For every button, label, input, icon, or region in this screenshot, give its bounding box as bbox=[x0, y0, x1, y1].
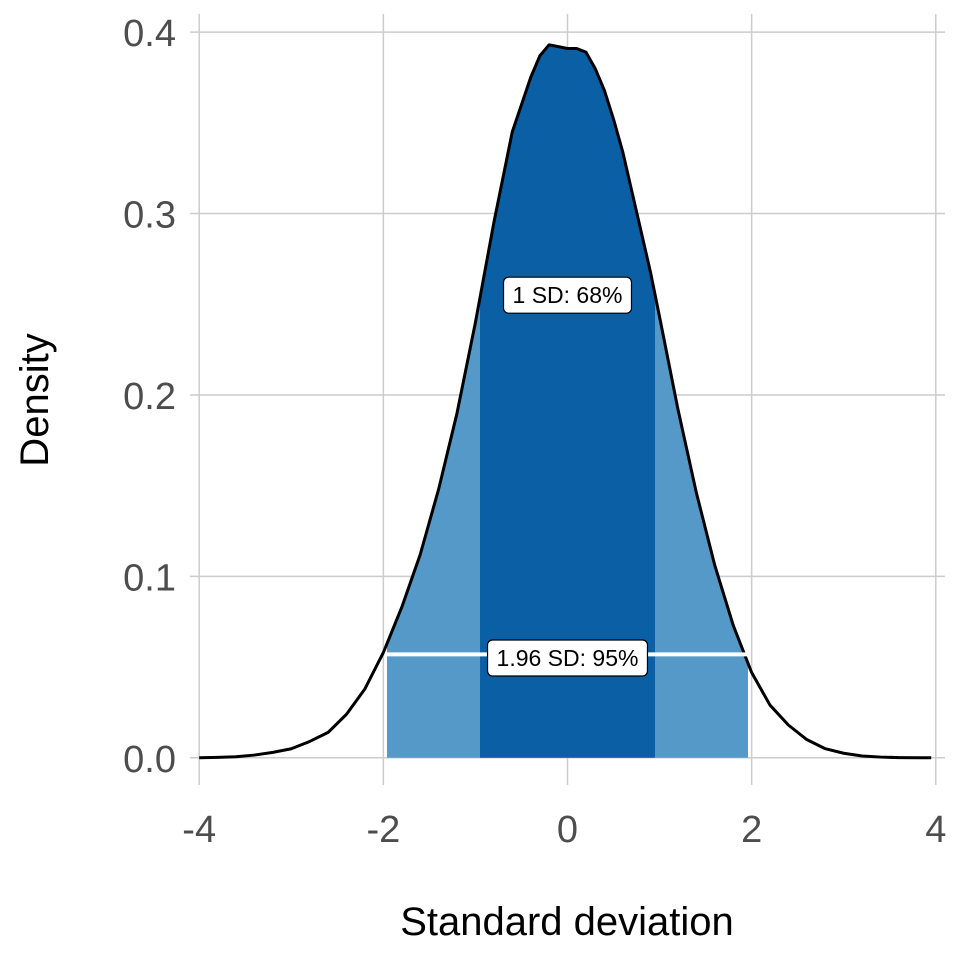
band-1-sd bbox=[480, 44, 655, 758]
x-tick-label: -4 bbox=[182, 809, 216, 851]
label-1-96-sd: 1.96 SD: 95% bbox=[497, 645, 639, 671]
tick-labels: -4 -2 0 2 4 0.0 0.1 0.2 0.3 0.4 bbox=[123, 13, 946, 851]
x-tick-label: 0 bbox=[557, 809, 578, 851]
y-tick-label: 0.3 bbox=[123, 195, 176, 237]
y-tick-label: 0.4 bbox=[123, 13, 176, 55]
y-tick-label: 0.2 bbox=[123, 376, 176, 418]
y-axis-title: Density bbox=[13, 333, 57, 466]
annotation-box bbox=[502, 276, 633, 314]
x-tick-label: 2 bbox=[741, 809, 762, 851]
x-axis-title: Standard deviation bbox=[400, 900, 734, 944]
density-curve-layer bbox=[199, 43, 932, 760]
x-tick-label: 4 bbox=[925, 809, 946, 851]
shaded-bands bbox=[387, 44, 748, 758]
y-tick-label: 0.1 bbox=[123, 557, 176, 599]
x-tick-label: -2 bbox=[366, 809, 400, 851]
annotation-box bbox=[486, 639, 649, 677]
annotations: 1 SD: 68% 1.96 SD: 95% bbox=[387, 276, 748, 677]
density-curve bbox=[199, 43, 932, 760]
label-1-sd: 1 SD: 68% bbox=[513, 282, 623, 308]
y-tick-label: 0.0 bbox=[123, 739, 176, 781]
